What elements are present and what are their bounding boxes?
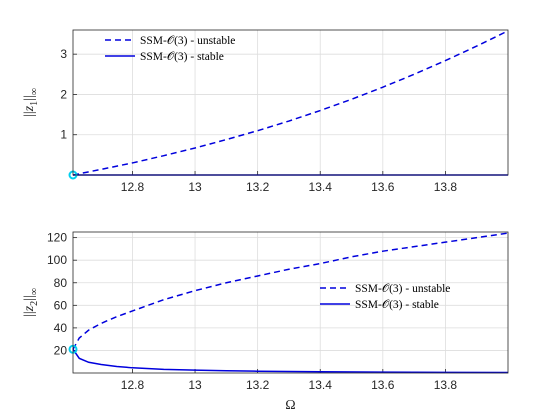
y-axis-label: ||z2||∞ bbox=[22, 288, 40, 317]
y-axis-label: ||z1||∞ bbox=[22, 88, 40, 117]
x-tick-label: 13.2 bbox=[246, 180, 270, 194]
x-tick-label: 13.8 bbox=[434, 180, 458, 194]
x-tick-label: 13.4 bbox=[309, 180, 333, 194]
y-tick-label: 20 bbox=[54, 343, 68, 357]
x-axis-label: Ω bbox=[285, 398, 295, 413]
series-line-stable bbox=[72, 348, 509, 374]
x-tick-label: 12.8 bbox=[121, 378, 145, 392]
x-tick-label: 13.2 bbox=[246, 378, 270, 392]
x-tick-label: 13.6 bbox=[371, 378, 395, 392]
legend: SSM-𝒪(3) - unstable SSM-𝒪(3) - stable bbox=[320, 283, 450, 311]
x-tick-label: 13 bbox=[188, 180, 202, 194]
legend: SSM-𝒪(3) - unstable SSM-𝒪(3) - stable bbox=[105, 35, 235, 63]
legend-entry-stable: SSM-𝒪(3) - stable bbox=[140, 51, 224, 63]
y-tick-label: 120 bbox=[47, 231, 67, 245]
y-tick-label: 2 bbox=[60, 87, 67, 101]
legend-entry-unstable: SSM-𝒪(3) - unstable bbox=[140, 35, 235, 47]
legend-entry-stable: SSM-𝒪(3) - stable bbox=[355, 299, 439, 311]
x-tick-label: 13.4 bbox=[309, 378, 333, 392]
y-tick-label: 1 bbox=[60, 128, 67, 142]
plot-area-box bbox=[72, 29, 509, 176]
y-tick-label: 3 bbox=[60, 47, 67, 61]
series-line-unstable bbox=[72, 30, 509, 176]
x-tick-label: 13 bbox=[188, 378, 202, 392]
y-tick-label: 100 bbox=[47, 253, 67, 267]
legend-entry-unstable: SSM-𝒪(3) - unstable bbox=[355, 283, 450, 295]
x-tick-label: 13.6 bbox=[371, 180, 395, 194]
y-tick-label: 80 bbox=[54, 276, 68, 290]
x-tick-label: 12.8 bbox=[121, 180, 145, 194]
y-tick-label: 40 bbox=[54, 321, 68, 335]
y-tick-label: 60 bbox=[54, 298, 68, 312]
x-tick-label: 13.8 bbox=[434, 378, 458, 392]
chart-panel-1: 12.8 13 13.2 13.4 13.6 13.8 1 2 3 ||z1||∞ SSM-𝒪(3)… bbox=[22, 29, 509, 194]
plot-area-box bbox=[72, 231, 509, 374]
chart-panel-2: 12.8 13 13.2 13.4 13.6 13.8 20 40 60 80 100 120 ||z2… bbox=[22, 231, 509, 413]
